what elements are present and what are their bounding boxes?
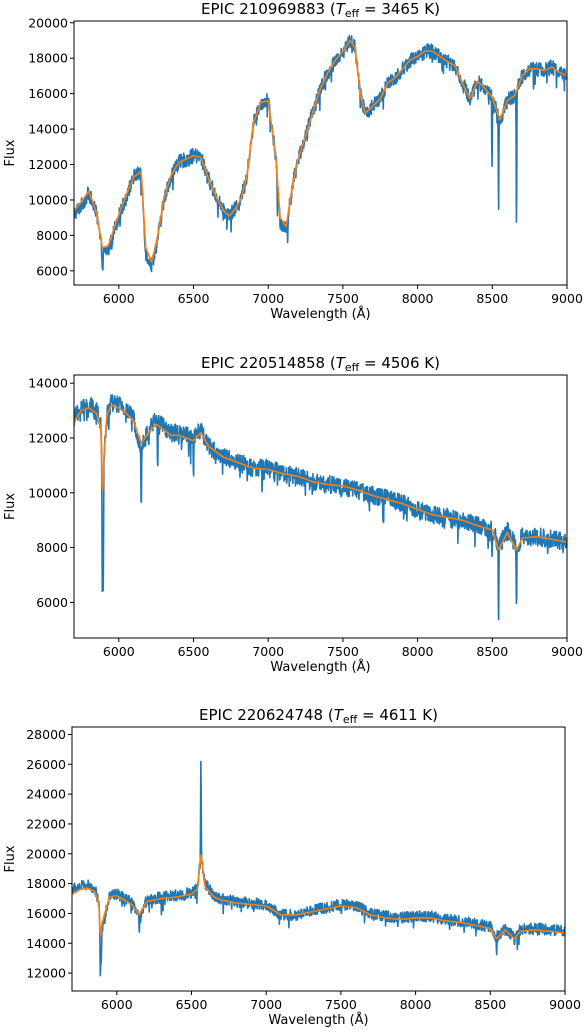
chart-title-suffix: = 4611 K)	[357, 706, 438, 724]
x-tick-label: 8000	[400, 997, 432, 1012]
chart-title-suffix: = 4506 K)	[359, 354, 440, 372]
chart-title-prefix: EPIC 220514858 (	[201, 354, 336, 372]
y-tick-label: 16000	[26, 906, 66, 921]
y-tick-label: 12000	[28, 157, 68, 172]
x-tick-label: 8500	[476, 644, 508, 659]
x-tick-label: 7500	[325, 997, 357, 1012]
y-tick-label: 26000	[26, 757, 66, 772]
x-tick-label: 6000	[103, 644, 135, 659]
observed-spectrum-line	[72, 760, 565, 977]
x-tick-label: 8000	[402, 291, 434, 306]
chart-title-prefix: EPIC 220624748 (	[199, 706, 334, 724]
x-tick-label: 6500	[178, 291, 210, 306]
plot-frame	[73, 20, 568, 286]
y-tick-label: 22000	[26, 816, 66, 831]
y-tick-label: 18000	[26, 876, 66, 891]
x-tick-label: 6500	[178, 644, 210, 659]
y-axis-label: Flux	[3, 139, 18, 166]
x-tick-label: 6000	[101, 997, 133, 1012]
y-tick-label: 8000	[36, 540, 68, 555]
chart-title: EPIC 220624748 (Teff = 4611 K)	[199, 706, 438, 726]
x-axis-label: Wavelength (Å)	[268, 1012, 368, 1028]
x-axis-label: Wavelength (Å)	[270, 659, 370, 675]
y-tick-label: 18000	[28, 51, 68, 66]
x-tick-label: 6000	[103, 291, 135, 306]
x-tick-label: 8000	[402, 644, 434, 659]
model-spectrum-line	[72, 854, 565, 940]
x-tick-label: 7000	[252, 644, 284, 659]
x-tick-label: 9000	[549, 997, 581, 1012]
y-tick-label: 6000	[36, 263, 68, 278]
x-tick-label: 8500	[474, 997, 506, 1012]
y-axis-label: Flux	[3, 845, 18, 872]
spectrum-panel-1: 6000 6500 7000 7500 8000 8500 9000 6000 8000 1000…	[3, 0, 583, 322]
x-tick-label: 7500	[327, 291, 359, 306]
y-tick-label: 10000	[28, 485, 68, 500]
y-axis-label: Flux	[3, 493, 18, 520]
chart-title-sym: T	[334, 706, 345, 724]
y-tick-label: 20000	[28, 15, 68, 30]
plot-frame	[73, 374, 568, 639]
y-tick-label: 12000	[26, 966, 66, 981]
chart-title-prefix: EPIC 210969883 (	[201, 0, 336, 18]
chart-title-sym: T	[336, 0, 347, 18]
x-tick-label: 7000	[252, 291, 284, 306]
x-tick-label: 8500	[476, 291, 508, 306]
chart-title-sub: eff	[345, 7, 360, 20]
chart-title-sym: T	[336, 354, 347, 372]
x-tick-label: 7000	[250, 997, 282, 1012]
x-tick-label: 9000	[551, 644, 583, 659]
y-tick-label: 8000	[36, 228, 68, 243]
y-tick-label: 24000	[26, 787, 66, 802]
y-tick-label: 28000	[26, 727, 66, 742]
chart-title-suffix: = 3465 K)	[359, 0, 440, 18]
chart-title-sub: eff	[343, 713, 358, 726]
x-tick-label: 9000	[551, 291, 583, 306]
x-tick-label: 7500	[327, 644, 359, 659]
y-tick-label: 6000	[36, 595, 68, 610]
model-spectrum-line	[74, 40, 567, 263]
chart-title: EPIC 210969883 (Teff = 3465 K)	[201, 0, 440, 20]
model-spectrum-line	[74, 404, 567, 551]
plot-frame	[71, 726, 566, 992]
spectrum-panel-3: 6000 6500 7000 7500 8000 8500 9000 12000 14000 16…	[3, 706, 581, 1028]
y-tick-label: 14000	[28, 122, 68, 137]
y-tick-label: 12000	[28, 431, 68, 446]
observed-spectrum-line	[74, 35, 567, 273]
y-tick-label: 14000	[28, 376, 68, 391]
y-tick-label: 20000	[26, 846, 66, 861]
observed-spectrum-line	[74, 394, 567, 621]
chart-title: EPIC 220514858 (Teff = 4506 K)	[201, 354, 440, 374]
y-tick-label: 10000	[28, 192, 68, 207]
x-axis-label: Wavelength (Å)	[270, 306, 370, 322]
x-tick-label: 6500	[176, 997, 208, 1012]
y-tick-label: 14000	[26, 936, 66, 951]
spectrum-panel-2: 6000 6500 7000 7500 8000 8500 9000 6000 8000 1000…	[3, 354, 583, 675]
y-tick-label: 16000	[28, 86, 68, 101]
chart-title-sub: eff	[345, 361, 360, 374]
